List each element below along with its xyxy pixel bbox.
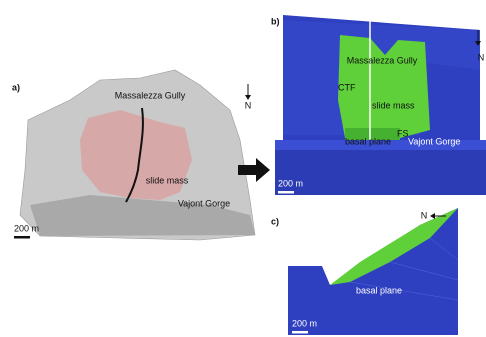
label: Massalezza Gully bbox=[347, 55, 418, 65]
label: Vajont Gorge bbox=[408, 136, 460, 146]
figure: a) N 200 m Massalezza Gully slide mass V… bbox=[0, 0, 486, 337]
panel-label: a) bbox=[12, 82, 20, 92]
scale-label: 200 m bbox=[14, 223, 39, 233]
label: Vajont Gorge bbox=[178, 198, 230, 208]
scale-bar bbox=[14, 236, 30, 239]
scale-bar bbox=[292, 331, 308, 334]
scale-bar bbox=[278, 191, 294, 194]
label: FS bbox=[397, 128, 409, 138]
panel-label: c) bbox=[271, 216, 279, 226]
panel-a: a) N 200 m Massalezza Gully slide mass V… bbox=[12, 70, 255, 240]
label: slide mass bbox=[372, 100, 415, 110]
panel-label: b) bbox=[271, 16, 280, 26]
north-label: N bbox=[421, 210, 428, 220]
north-arrow-head bbox=[245, 95, 251, 100]
panel-c: c) N 200 m basal plane bbox=[271, 208, 458, 335]
north-arrow-head bbox=[430, 213, 435, 219]
label: Massalezza Gully bbox=[115, 90, 186, 100]
scale-label: 200 m bbox=[278, 178, 303, 188]
label: basal plane bbox=[356, 285, 402, 295]
label: slide mass bbox=[146, 175, 189, 185]
label: CTF bbox=[338, 82, 356, 92]
north-label: N bbox=[245, 100, 252, 110]
label: basal plane bbox=[345, 136, 391, 146]
north-label: N bbox=[478, 52, 485, 62]
scale-label: 200 m bbox=[292, 318, 317, 328]
panel-b: b) N 200 m Massalezza Gully CTF slide ma… bbox=[271, 15, 486, 195]
